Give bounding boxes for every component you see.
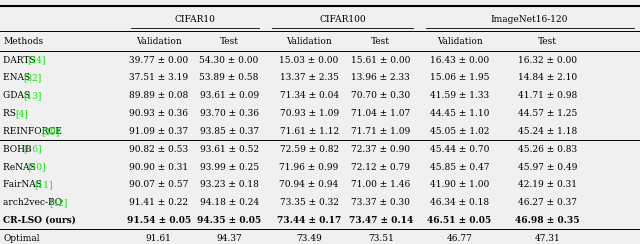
Text: 41.59 ± 1.33: 41.59 ± 1.33 [430,91,489,100]
Text: DARTS: DARTS [3,56,38,65]
Text: 37.51 ± 3.19: 37.51 ± 3.19 [129,73,188,82]
Text: 72.59 ± 0.82: 72.59 ± 0.82 [280,145,339,154]
Text: 46.77: 46.77 [447,234,472,243]
Text: 45.24 ± 1.18: 45.24 ± 1.18 [518,127,577,136]
Text: 70.94 ± 0.94: 70.94 ± 0.94 [280,180,339,189]
Text: 93.70 ± 0.36: 93.70 ± 0.36 [200,109,259,118]
Text: 90.07 ± 0.57: 90.07 ± 0.57 [129,180,188,189]
Text: 13.37 ± 2.35: 13.37 ± 2.35 [280,73,339,82]
Text: 47.31: 47.31 [534,234,560,243]
Text: 54.30 ± 0.00: 54.30 ± 0.00 [200,56,259,65]
Text: 71.34 ± 0.04: 71.34 ± 0.04 [280,91,339,100]
Text: ImageNet16-120: ImageNet16-120 [491,15,568,24]
Text: 73.49: 73.49 [296,234,322,243]
Text: 45.26 ± 0.83: 45.26 ± 0.83 [518,145,577,154]
Text: [42]: [42] [49,198,68,207]
Text: 13.96 ± 2.33: 13.96 ± 2.33 [351,73,410,82]
Text: [39]: [39] [42,127,60,136]
Text: 93.23 ± 0.18: 93.23 ± 0.18 [200,180,259,189]
Text: arch2vec-BO: arch2vec-BO [3,198,65,207]
Text: 70.93 ± 1.09: 70.93 ± 1.09 [280,109,339,118]
Text: [40]: [40] [27,163,45,172]
Text: 90.93 ± 0.36: 90.93 ± 0.36 [129,109,188,118]
Text: 93.99 ± 0.25: 93.99 ± 0.25 [200,163,259,172]
Text: 45.44 ± 0.70: 45.44 ± 0.70 [430,145,489,154]
Text: 93.61 ± 0.09: 93.61 ± 0.09 [200,91,259,100]
Text: 46.34 ± 0.18: 46.34 ± 0.18 [430,198,489,207]
Text: 46.98 ± 0.35: 46.98 ± 0.35 [515,216,579,225]
Text: [16]: [16] [23,145,42,154]
Text: 45.85 ± 0.47: 45.85 ± 0.47 [430,163,489,172]
Text: 73.44 ± 0.17: 73.44 ± 0.17 [277,216,341,225]
Text: Test: Test [538,37,557,46]
Text: 94.18 ± 0.24: 94.18 ± 0.24 [200,198,259,207]
Text: 45.97 ± 0.49: 45.97 ± 0.49 [518,163,577,172]
Text: GDAS: GDAS [3,91,33,100]
Text: 93.85 ± 0.37: 93.85 ± 0.37 [200,127,259,136]
Text: 15.06 ± 1.95: 15.06 ± 1.95 [430,73,489,82]
Text: CIFAR10: CIFAR10 [175,15,216,24]
Text: 72.37 ± 0.90: 72.37 ± 0.90 [351,145,410,154]
Text: Test: Test [371,37,390,46]
Text: [11]: [11] [35,180,53,189]
Text: 44.57 ± 1.25: 44.57 ± 1.25 [518,109,577,118]
Text: [24]: [24] [27,56,45,65]
Text: Methods: Methods [3,37,44,46]
Text: 93.61 ± 0.52: 93.61 ± 0.52 [200,145,259,154]
Text: CIFAR100: CIFAR100 [319,15,365,24]
Text: 39.77 ± 0.00: 39.77 ± 0.00 [129,56,188,65]
Text: 15.03 ± 0.00: 15.03 ± 0.00 [280,56,339,65]
Text: 91.09 ± 0.37: 91.09 ± 0.37 [129,127,188,136]
Text: 41.90 ± 1.00: 41.90 ± 1.00 [430,180,489,189]
Text: 15.61 ± 0.00: 15.61 ± 0.00 [351,56,410,65]
Text: 71.96 ± 0.99: 71.96 ± 0.99 [280,163,339,172]
Text: [4]: [4] [16,109,29,118]
Text: 42.19 ± 0.31: 42.19 ± 0.31 [518,180,577,189]
Text: 94.37: 94.37 [216,234,242,243]
Text: 71.04 ± 1.07: 71.04 ± 1.07 [351,109,410,118]
Text: Validation: Validation [286,37,332,46]
Text: 14.84 ± 2.10: 14.84 ± 2.10 [518,73,577,82]
Text: 46.51 ± 0.05: 46.51 ± 0.05 [428,216,492,225]
Text: 94.35 ± 0.05: 94.35 ± 0.05 [197,216,261,225]
Text: CR-LSO (ours): CR-LSO (ours) [3,216,76,225]
Text: BOHB: BOHB [3,145,35,154]
Text: [32]: [32] [23,73,42,82]
Text: 71.61 ± 1.12: 71.61 ± 1.12 [280,127,339,136]
Text: 44.45 ± 1.10: 44.45 ± 1.10 [430,109,489,118]
Text: 53.89 ± 0.58: 53.89 ± 0.58 [200,73,259,82]
Text: 90.90 ± 0.31: 90.90 ± 0.31 [129,163,188,172]
Text: ENAS: ENAS [3,73,33,82]
Text: FairNAS: FairNAS [3,180,45,189]
Text: 46.27 ± 0.37: 46.27 ± 0.37 [518,198,577,207]
Text: 41.71 ± 0.98: 41.71 ± 0.98 [518,91,577,100]
Text: 70.70 ± 0.30: 70.70 ± 0.30 [351,91,410,100]
Text: [13]: [13] [23,91,42,100]
Text: RS: RS [3,109,19,118]
Text: Validation: Validation [136,37,182,46]
Text: Validation: Validation [436,37,483,46]
Text: 73.51: 73.51 [368,234,394,243]
Text: 73.35 ± 0.32: 73.35 ± 0.32 [280,198,339,207]
Text: 90.82 ± 0.53: 90.82 ± 0.53 [129,145,188,154]
Text: REINFORCE: REINFORCE [3,127,65,136]
Text: 89.89 ± 0.08: 89.89 ± 0.08 [129,91,188,100]
Text: 16.43 ± 0.00: 16.43 ± 0.00 [430,56,489,65]
Text: 91.61: 91.61 [146,234,172,243]
Text: 72.12 ± 0.79: 72.12 ± 0.79 [351,163,410,172]
Text: 73.47 ± 0.14: 73.47 ± 0.14 [349,216,413,225]
Text: 91.54 ± 0.05: 91.54 ± 0.05 [127,216,191,225]
Text: Test: Test [220,37,239,46]
Text: ReNAS: ReNAS [3,163,38,172]
Text: 73.37 ± 0.30: 73.37 ± 0.30 [351,198,410,207]
Text: 45.05 ± 1.02: 45.05 ± 1.02 [430,127,489,136]
Text: Optimal: Optimal [3,234,40,243]
Text: 71.71 ± 1.09: 71.71 ± 1.09 [351,127,410,136]
Text: 91.41 ± 0.22: 91.41 ± 0.22 [129,198,188,207]
Text: 71.00 ± 1.46: 71.00 ± 1.46 [351,180,410,189]
Text: 16.32 ± 0.00: 16.32 ± 0.00 [518,56,577,65]
